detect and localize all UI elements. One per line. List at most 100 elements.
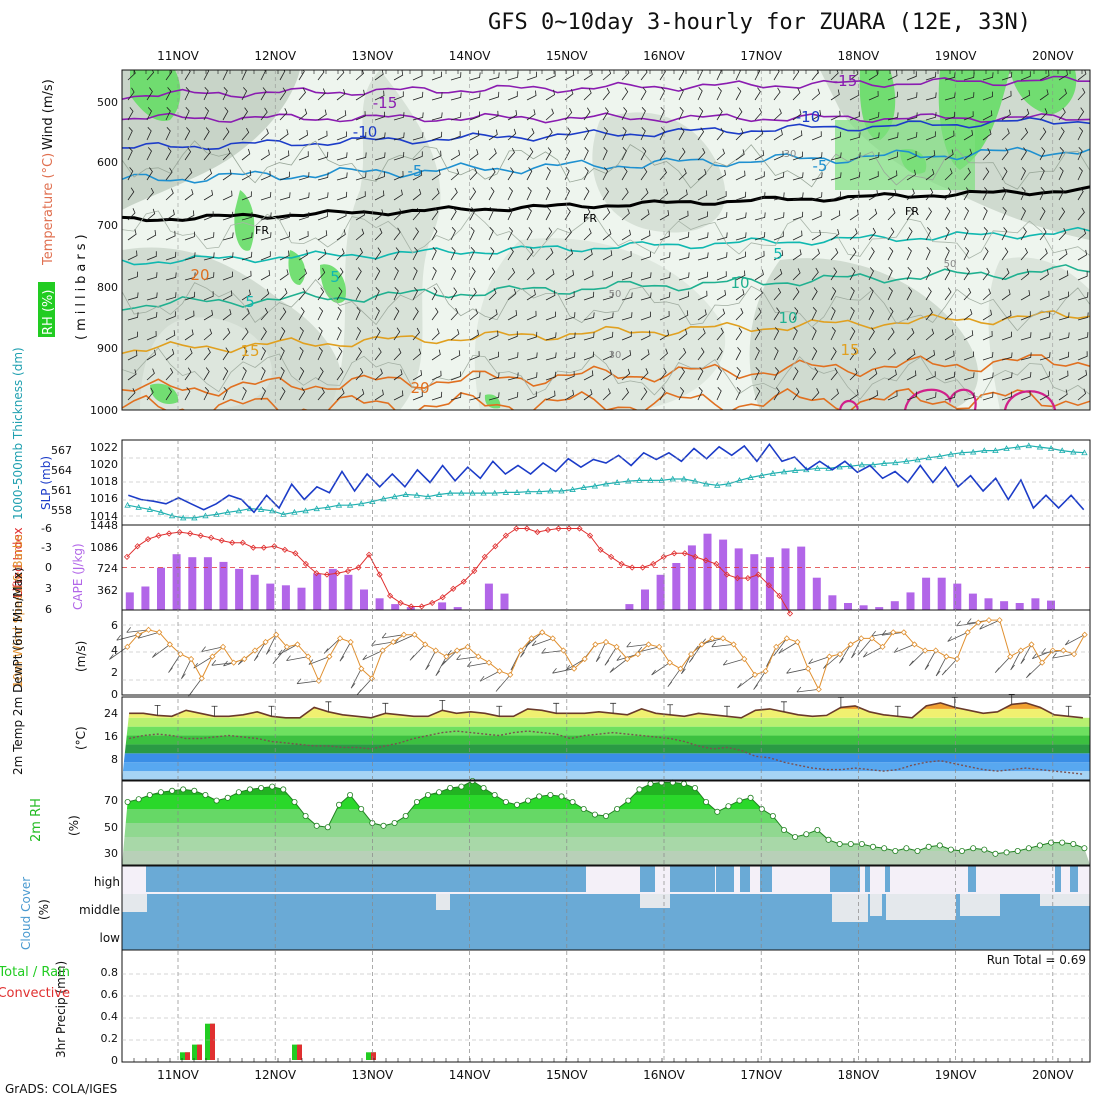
barb-587 xyxy=(621,292,633,301)
barb-647 xyxy=(792,307,799,321)
barb-839 xyxy=(564,389,575,401)
barb-563 xyxy=(165,292,177,301)
barb-623 xyxy=(336,307,342,321)
barb-215 xyxy=(336,152,348,161)
barb-477 xyxy=(469,247,475,261)
barb-575 xyxy=(393,287,399,301)
barb-389 xyxy=(735,212,747,221)
barb-551 xyxy=(906,267,912,281)
rh-point xyxy=(758,806,765,813)
barb-16 xyxy=(431,71,442,81)
wind-speed-point xyxy=(645,641,652,648)
barb-672 xyxy=(298,327,304,341)
rh-point xyxy=(525,797,532,804)
barb-218 xyxy=(393,151,405,161)
wind-speed-point xyxy=(166,641,173,648)
rh-point xyxy=(1025,845,1032,852)
rh-high-1 xyxy=(234,190,255,251)
barb-564 xyxy=(184,291,196,301)
rh-point xyxy=(825,836,832,843)
barb-812 xyxy=(1020,371,1032,381)
li-point xyxy=(639,564,646,571)
barb-500 xyxy=(906,247,912,261)
barb-9 xyxy=(298,70,305,81)
barb-803 xyxy=(849,368,858,381)
barb-219 xyxy=(412,151,423,161)
li-point xyxy=(502,532,509,539)
barb-693 xyxy=(697,328,706,341)
precip-tick: 0.6 xyxy=(101,988,119,1001)
barb-765 xyxy=(127,369,137,381)
barb-680 xyxy=(450,328,460,341)
thickness-point xyxy=(1059,447,1066,454)
barb-313 xyxy=(260,191,272,201)
barb-626 xyxy=(393,307,400,321)
ylabels: Temperature (°C) Wind (m/s) (millibars) … xyxy=(11,79,89,1058)
barb-433 xyxy=(602,228,612,241)
contour-label: -10 xyxy=(353,123,378,141)
cape-bar xyxy=(266,583,275,610)
barb-481 xyxy=(545,248,554,261)
barb-857 xyxy=(906,391,917,401)
li-point xyxy=(229,539,236,546)
wind-speed-point xyxy=(188,655,195,663)
barb-649 xyxy=(830,307,836,321)
barb-319 xyxy=(374,190,385,201)
cape-bar xyxy=(360,589,368,610)
barb-162 xyxy=(298,129,309,141)
barb-273 xyxy=(469,168,478,181)
li-point xyxy=(344,567,352,575)
wind-speed-point xyxy=(507,671,514,678)
li-point xyxy=(534,529,541,536)
thickness-point xyxy=(669,475,676,482)
thickness-point xyxy=(591,482,599,489)
barb-296 xyxy=(906,169,916,181)
barb-828 xyxy=(355,388,365,401)
cape-bar xyxy=(750,554,759,610)
barb-331 xyxy=(602,187,609,201)
barb-613 xyxy=(146,311,158,321)
li-point xyxy=(365,551,373,558)
barb-323 xyxy=(450,187,458,201)
thickness-point xyxy=(725,480,732,487)
barb-562 xyxy=(146,292,158,301)
barb-642 xyxy=(697,309,707,321)
barb-789 xyxy=(583,370,594,381)
barb-440 xyxy=(735,232,747,241)
barb-315 xyxy=(298,192,310,201)
thickness-point xyxy=(502,489,510,495)
wind-speed-point xyxy=(741,655,748,663)
barb-360 xyxy=(184,210,195,221)
barb-615 xyxy=(184,310,195,321)
barb-260 xyxy=(222,169,232,181)
barb-659 xyxy=(1020,311,1031,321)
li-point xyxy=(586,532,594,539)
barb-745 xyxy=(716,347,723,361)
barb-394 xyxy=(830,210,841,221)
barb-227 xyxy=(564,147,571,161)
barb-358 xyxy=(146,208,156,221)
cloud-mid-gap-1 xyxy=(436,894,450,910)
barb-304 xyxy=(1058,167,1064,181)
barb-699 xyxy=(811,327,817,341)
wind-speed-point xyxy=(826,653,833,660)
cloud-high-5 xyxy=(716,866,734,892)
wind-barb-10m xyxy=(947,631,968,642)
barb-811 xyxy=(1001,372,1013,381)
barb-796 xyxy=(716,367,722,381)
barb-526 xyxy=(431,267,437,281)
thickness-tick: 564 xyxy=(51,464,72,477)
barb-77 xyxy=(621,87,629,101)
barb-522 xyxy=(355,267,362,281)
barb-377 xyxy=(507,207,513,221)
barb-74 xyxy=(564,88,574,101)
barb-487 xyxy=(659,252,671,261)
barb-145 xyxy=(944,111,956,121)
barb-423 xyxy=(412,227,419,241)
barb-864 xyxy=(1039,390,1050,401)
barb-280 xyxy=(602,167,609,181)
barb-494 xyxy=(792,249,802,261)
warm-contour-0 xyxy=(838,399,860,410)
barb-50 xyxy=(1077,70,1087,81)
wind-barb-10m xyxy=(168,653,181,673)
